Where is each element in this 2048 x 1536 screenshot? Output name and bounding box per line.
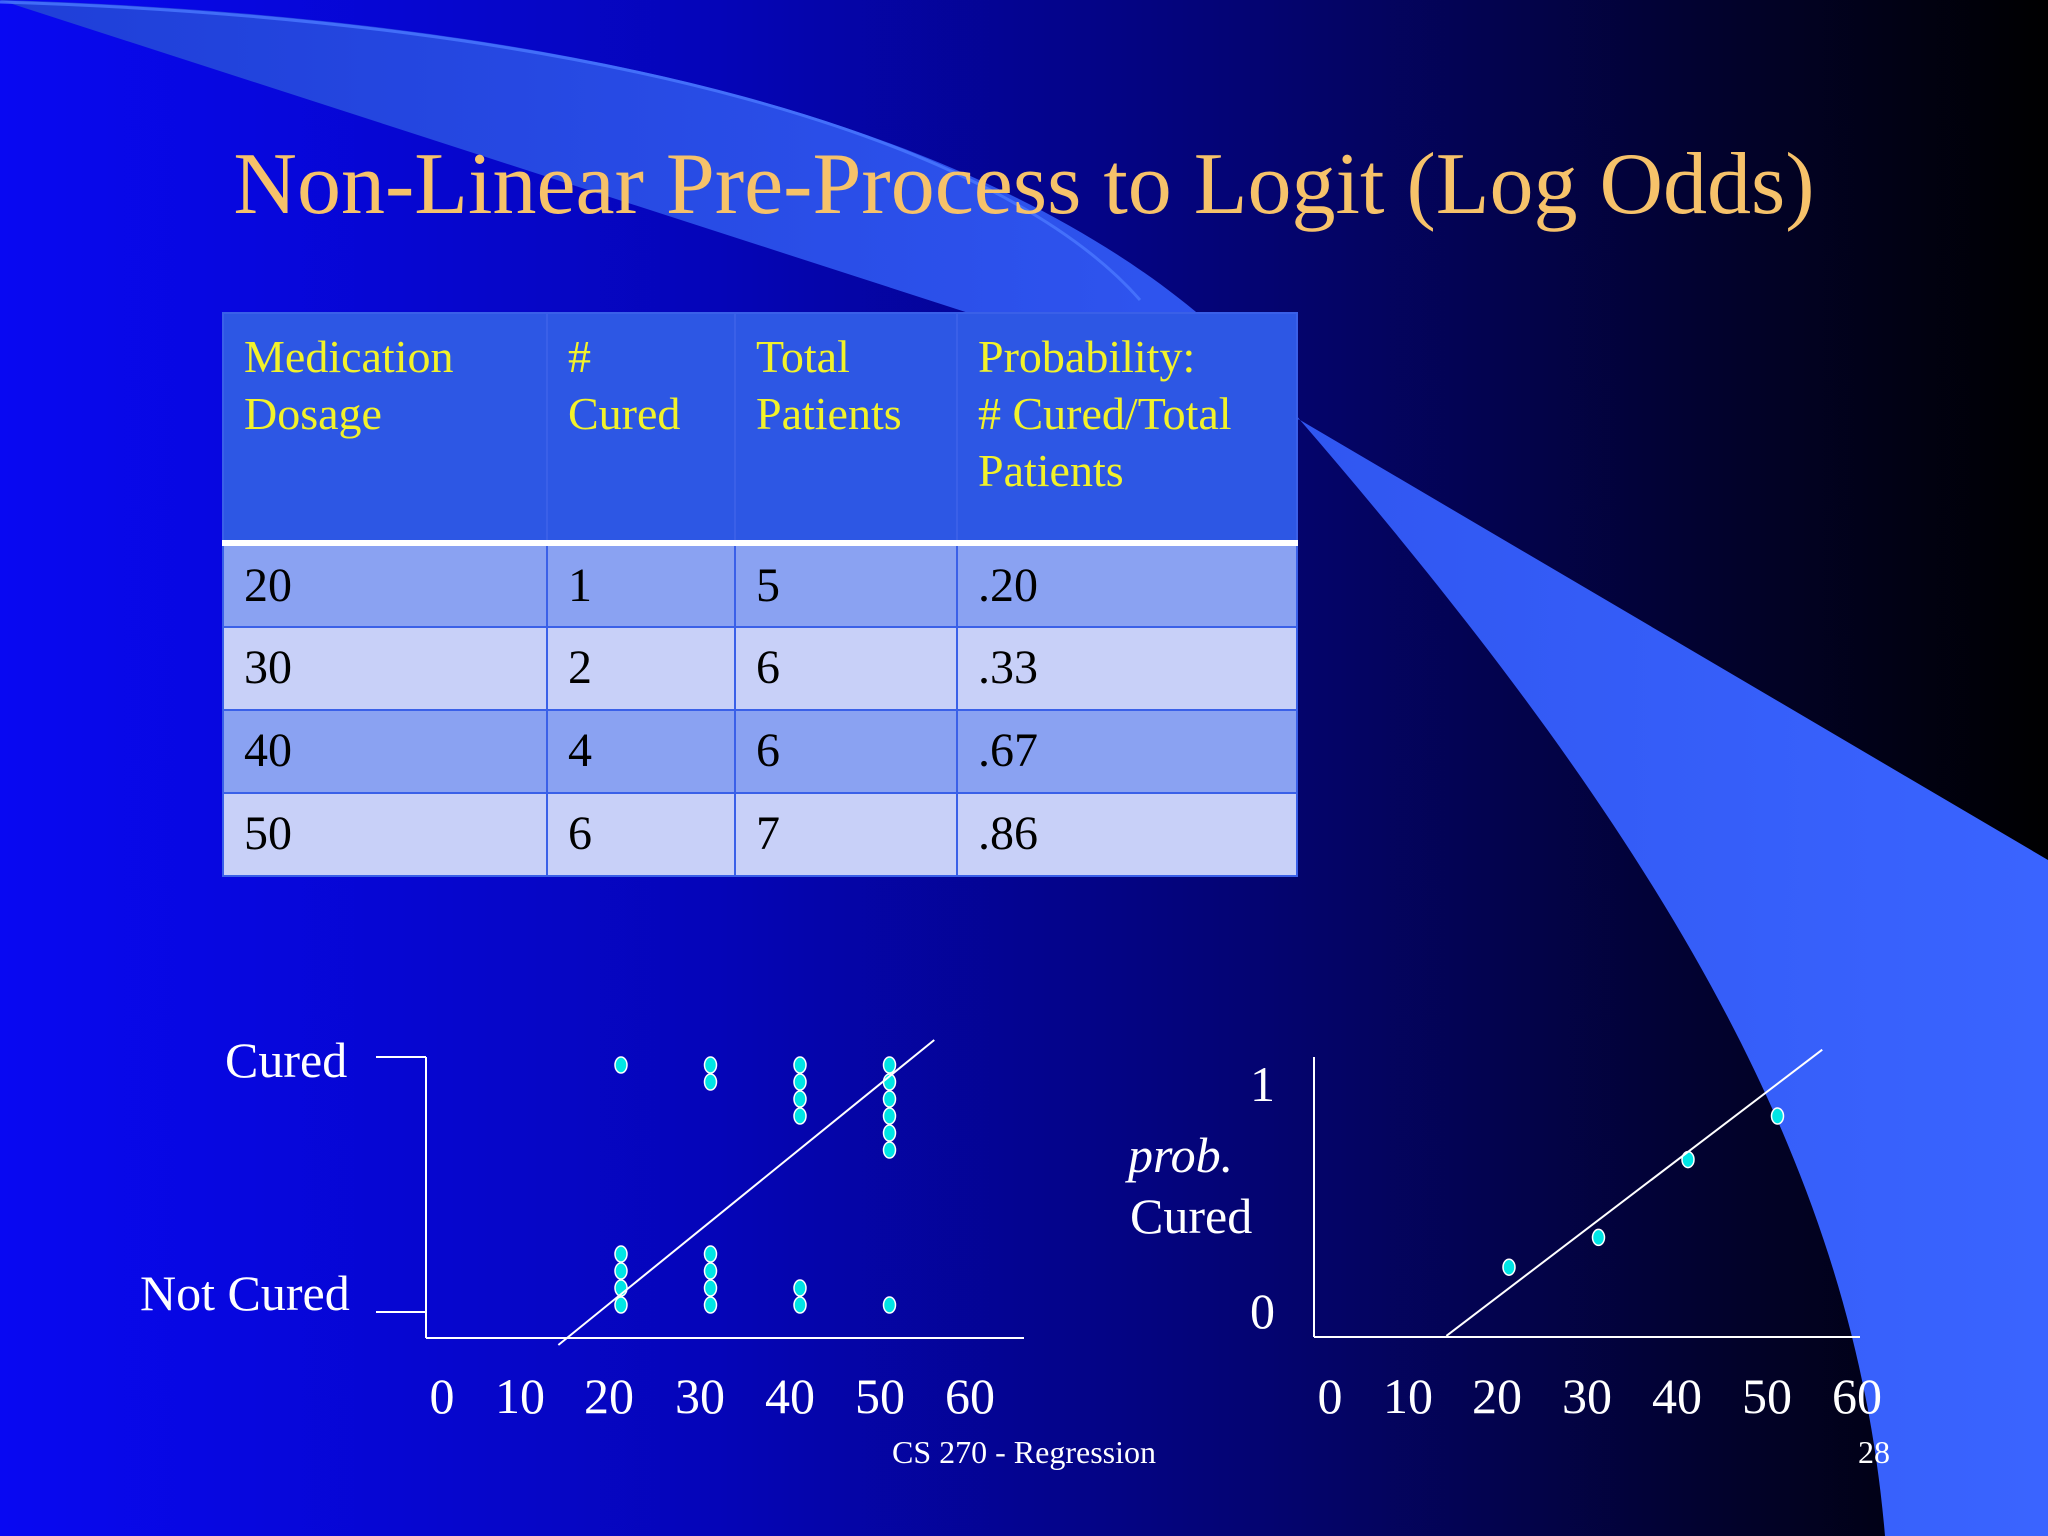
page-number: 28 bbox=[1858, 1434, 1890, 1470]
y-label-cured: Cured bbox=[225, 1032, 348, 1088]
table-cell: 5 bbox=[734, 542, 958, 628]
cured-point bbox=[882, 1141, 897, 1159]
right-x-tick: 30 bbox=[1562, 1368, 1612, 1424]
left-x-tick: 10 bbox=[495, 1368, 545, 1424]
header-probability-text: Probability: # Cured/Total Patients bbox=[978, 331, 1232, 496]
right-x-tick: 20 bbox=[1472, 1368, 1522, 1424]
cured-point bbox=[614, 1056, 628, 1074]
table-cell: 20 bbox=[222, 542, 548, 628]
not-cured-point bbox=[614, 1262, 628, 1280]
cured-point bbox=[882, 1107, 897, 1125]
header-probability: Probability: # Cured/Total Patients bbox=[956, 312, 1298, 544]
table-cell: .33 bbox=[956, 626, 1298, 711]
cured-point bbox=[793, 1056, 807, 1074]
not-cured-point bbox=[703, 1245, 718, 1263]
cured-point bbox=[793, 1107, 807, 1125]
header-cured-text: # Cured bbox=[568, 331, 681, 439]
table-row: 20 1 5 .20 bbox=[222, 542, 1298, 628]
not-cured-point bbox=[703, 1262, 718, 1280]
table-row: 30 2 6 .33 bbox=[222, 626, 1298, 711]
left-x-tick: 20 bbox=[584, 1368, 634, 1424]
right-x-tick: 60 bbox=[1832, 1368, 1882, 1424]
table-cell: 30 bbox=[222, 626, 548, 711]
right-x-tick: 0 bbox=[1317, 1368, 1343, 1424]
cured-point bbox=[793, 1090, 807, 1108]
cured-point bbox=[882, 1090, 897, 1108]
table-cell: .86 bbox=[956, 792, 1298, 877]
not-cured-point bbox=[703, 1279, 718, 1297]
right-chart bbox=[1313, 1048, 1860, 1338]
left-points bbox=[614, 1056, 897, 1314]
table-header-row: Medication Dosage # Cured Total Patients… bbox=[222, 312, 1298, 544]
not-cured-point bbox=[793, 1296, 807, 1314]
table-cell: .67 bbox=[956, 709, 1298, 794]
y-label-not-cured: Not Cured bbox=[140, 1265, 350, 1321]
header-dosage-text: Medication Dosage bbox=[244, 331, 454, 439]
probability-point bbox=[1591, 1228, 1606, 1247]
left-chart bbox=[376, 1039, 1024, 1346]
not-cured-point bbox=[793, 1279, 807, 1297]
cured-point bbox=[703, 1073, 718, 1091]
right-y-tick-1: 1 bbox=[1250, 1056, 1275, 1112]
not-cured-point bbox=[882, 1296, 897, 1314]
not-cured-point bbox=[703, 1296, 718, 1314]
table-cell: 2 bbox=[546, 626, 736, 711]
table-cell: 6 bbox=[734, 709, 958, 794]
cured-point bbox=[882, 1056, 897, 1074]
left-x-tick: 50 bbox=[855, 1368, 905, 1424]
cured-point bbox=[703, 1056, 718, 1074]
table-row: 50 6 7 .86 bbox=[222, 792, 1298, 877]
probability-point bbox=[1770, 1107, 1785, 1125]
not-cured-point bbox=[614, 1296, 628, 1314]
footer-course: CS 270 - Regression bbox=[892, 1434, 1156, 1470]
right-fit-line bbox=[1445, 1048, 1823, 1337]
right-x-tick: 10 bbox=[1383, 1368, 1433, 1424]
table-cell: 7 bbox=[734, 792, 958, 877]
right-x-tick: 50 bbox=[1742, 1368, 1792, 1424]
probability-point bbox=[1502, 1258, 1516, 1276]
right-y-label-prob: prob. bbox=[1128, 1127, 1234, 1183]
header-cured: # Cured bbox=[546, 312, 736, 544]
left-fit-line bbox=[557, 1039, 935, 1346]
left-x-tick: 30 bbox=[675, 1368, 725, 1424]
table-cell: 6 bbox=[734, 626, 958, 711]
not-cured-point bbox=[614, 1245, 628, 1263]
right-points bbox=[1502, 1107, 1785, 1276]
header-total-text: Total Patients bbox=[756, 331, 902, 439]
table-cell: 40 bbox=[222, 709, 548, 794]
table-cell: .20 bbox=[956, 542, 1298, 628]
header-dosage: Medication Dosage bbox=[222, 312, 548, 544]
data-table: Medication Dosage # Cured Total Patients… bbox=[222, 312, 1298, 877]
right-x-tick: 40 bbox=[1652, 1368, 1702, 1424]
table-row: 40 4 6 .67 bbox=[222, 709, 1298, 794]
table-cell: 50 bbox=[222, 792, 548, 877]
header-total: Total Patients bbox=[734, 312, 958, 544]
right-y-tick-0: 0 bbox=[1250, 1283, 1275, 1339]
table-cell: 1 bbox=[546, 542, 736, 628]
cured-point bbox=[793, 1073, 807, 1091]
table-cell: 4 bbox=[546, 709, 736, 794]
right-y-label-cured: Cured bbox=[1130, 1188, 1253, 1244]
table-cell: 6 bbox=[546, 792, 736, 877]
slide-title: Non-Linear Pre-Process to Logit (Log Odd… bbox=[233, 136, 1815, 233]
left-x-tick: 0 bbox=[429, 1368, 455, 1424]
left-x-tick: 60 bbox=[945, 1368, 995, 1424]
cured-point bbox=[882, 1124, 897, 1142]
left-x-tick: 40 bbox=[765, 1368, 815, 1424]
